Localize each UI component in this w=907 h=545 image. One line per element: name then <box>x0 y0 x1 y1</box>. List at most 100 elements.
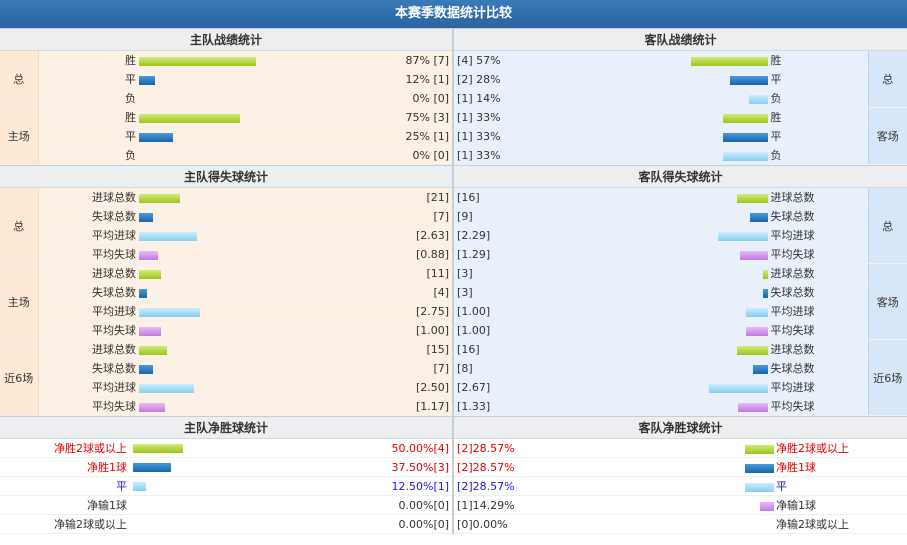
s3-home-value: 50.00%[4] <box>275 438 455 458</box>
away-bar <box>736 345 768 355</box>
s1-away-label-cell: 胜 <box>631 50 869 70</box>
s2-home-label-cell: 进球总数 <box>38 263 275 283</box>
home-bar <box>139 56 256 66</box>
s2-away-label: 平均失球 <box>770 248 815 261</box>
away-bar-wrap <box>638 480 776 493</box>
s1-away-label-cell: 平 <box>631 69 869 89</box>
s1-home-label: 负 <box>125 92 136 105</box>
s2-home-label-cell: 平均进球 <box>38 301 275 321</box>
s1-home-label: 胜 <box>125 111 136 124</box>
s1-home-label-cell: 胜 <box>38 107 275 127</box>
s2-home-value: [2.50] <box>275 377 455 397</box>
s2-away-label-cell: 平均失球 <box>631 396 869 416</box>
away-bar <box>748 94 768 104</box>
s1-home-value: 75% [3] <box>275 107 455 127</box>
s2-away-value: [1.29] <box>453 244 632 264</box>
page-title: 本赛季数据统计比较 <box>0 0 907 28</box>
s3-away-label-cell: 净输1球 <box>635 495 907 515</box>
s1-away-value: [1] 33% <box>453 126 632 146</box>
s2-home-label: 平均失球 <box>92 248 136 261</box>
s2-row: 失球总数 [4] [3] 失球总数 <box>0 282 907 302</box>
s3-away-label-cell: 净胜2球或以上 <box>635 438 907 458</box>
s2-home-label: 平均进球 <box>92 229 136 242</box>
s2-home-value: [15] <box>275 339 455 359</box>
home-bar-wrap <box>136 400 272 413</box>
s3-away-value: [1]14.29% <box>453 495 636 515</box>
s2-away-value: [1.00] <box>453 320 632 340</box>
away-bar-wrap <box>638 461 776 474</box>
s2-away-label-cell: 失球总数 <box>631 282 869 302</box>
s2-home-label: 进球总数 <box>92 343 136 356</box>
s2-away-label: 平均失球 <box>770 324 815 337</box>
s2-away-label: 平均进球 <box>770 305 815 318</box>
s2-home-value: [1.00] <box>275 320 455 340</box>
s1-row: 平 12% [1] [2] 28% 平 <box>0 69 907 89</box>
s1-away-label-cell: 负 <box>631 88 869 108</box>
s3-row: 净胜2球或以上 50.00%[4] [2]28.57% 净胜2球或以上 <box>0 438 907 458</box>
s3-row: 净胜1球 37.50%[3] [2]28.57% 净胜1球 <box>0 457 907 477</box>
s3-row: 净输1球 0.00%[0] [1]14.29% 净输1球 <box>0 495 907 515</box>
s2-away-label-cell: 失球总数 <box>631 206 869 226</box>
s1-away-label: 胜 <box>770 54 782 67</box>
s3-row: 净输2球或以上 0.00%[0] [0]0.00% 净输2球或以上 <box>0 514 907 534</box>
goal-diff-table: 主队净胜球统计 客队净胜球统计 净胜2球或以上 50.00%[4] [2]28.57%… <box>0 416 907 534</box>
away-bar <box>745 444 775 454</box>
s3-home-bar-cell <box>130 495 275 515</box>
away-bar <box>708 383 768 393</box>
s3-home-label: 净胜2球或以上 <box>0 438 130 458</box>
s1-home-label-cell: 胜 <box>38 50 275 70</box>
away-bar <box>762 269 768 279</box>
away-bar <box>737 402 768 412</box>
s2-home-label-cell: 失球总数 <box>38 358 275 378</box>
s2-home-value: [1.17] <box>275 396 455 416</box>
record-table: 主队战绩统计 客队战绩统计 总胜 87% [7] [4] 57% 胜总平 12% [1][… <box>0 28 907 165</box>
s2-away-value: [1.00] <box>453 301 632 321</box>
away-bar <box>745 307 768 317</box>
home-bar-wrap <box>136 286 272 299</box>
away-bar <box>752 364 768 374</box>
s2-away-value: [8] <box>453 358 632 378</box>
s2-row: 平均进球 [2.63] [2.29] 平均进球 <box>0 225 907 245</box>
home-bar <box>133 444 183 453</box>
s1-away-label-cell: 胜 <box>631 107 869 127</box>
s1-home-label: 平 <box>125 73 136 86</box>
s1-away-label: 负 <box>770 92 782 105</box>
s3-home-bar-cell <box>130 514 275 534</box>
s2-home-label-cell: 平均失球 <box>38 320 275 340</box>
home-bar <box>139 113 240 123</box>
s3-home-bar-cell <box>130 476 275 496</box>
s2-row: 失球总数 [7] [9] 失球总数 <box>0 206 907 226</box>
s2-home-value: [7] <box>275 206 455 226</box>
home-bar-wrap <box>136 248 272 261</box>
s2-away-label: 平均进球 <box>770 229 815 242</box>
s2-away-label-cell: 平均进球 <box>631 377 869 397</box>
s2-home-label: 进球总数 <box>92 191 136 204</box>
s2-home-group-label: 总 <box>0 187 39 264</box>
s2-home-label-cell: 进球总数 <box>38 339 275 359</box>
s2-away-label: 失球总数 <box>770 210 815 223</box>
away-bar <box>736 193 768 203</box>
s2-home-group-label: 主场 <box>0 263 39 340</box>
away-bar <box>745 482 775 492</box>
s3-home-bar-cell <box>130 457 275 477</box>
s1-away-value: [4] 57% <box>453 50 632 70</box>
s2-home-label: 平均进球 <box>92 305 136 318</box>
home-bar <box>139 326 161 336</box>
home-bar-wrap <box>136 210 272 223</box>
home-bar-wrap <box>136 343 272 356</box>
s3-away-value: [2]28.57% <box>453 476 636 496</box>
s2-away-value: [1.33] <box>453 396 632 416</box>
s2-away-label: 平均失球 <box>770 400 815 413</box>
s2-row: 失球总数 [7] [8] 失球总数 <box>0 358 907 378</box>
home-bar-wrap <box>136 381 272 394</box>
s3-home-bar-cell <box>130 438 275 458</box>
away-bar-wrap <box>638 499 776 512</box>
s1-home-value: 25% [1] <box>275 126 455 146</box>
s2-away-value: [9] <box>453 206 632 226</box>
s1-row: 总 胜 87% [7] [4] 57% 胜 总 <box>0 50 907 108</box>
away-bar <box>745 463 775 473</box>
away-bar <box>722 132 768 142</box>
s2-away-value: [3] <box>453 282 632 302</box>
s1-away-label-cell: 负 <box>631 145 869 165</box>
away-bar <box>722 113 768 123</box>
